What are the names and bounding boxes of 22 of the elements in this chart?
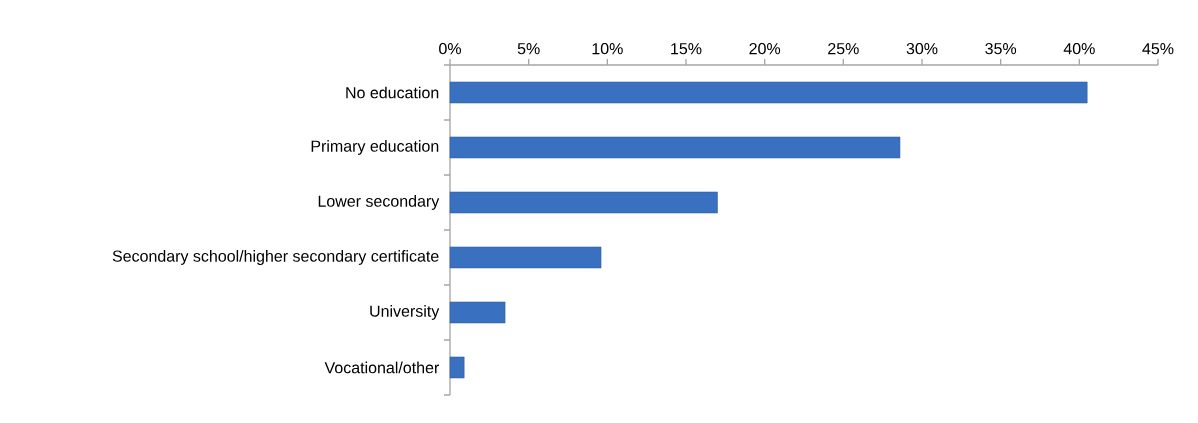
x-tick-label: 30% (906, 42, 938, 55)
x-tick-label: 20% (749, 42, 781, 55)
bar (449, 81, 1088, 104)
x-tick-label: 15% (671, 43, 702, 55)
bar (449, 356, 465, 379)
bar (449, 136, 901, 159)
x-tick-label: 35% (985, 42, 1017, 55)
x-tick-label: 10% (592, 42, 623, 55)
x-tick-label: 45% (1142, 43, 1174, 55)
y-tick-label: Primary education (311, 140, 439, 155)
x-tick-label: 25% (828, 42, 859, 55)
x-tick-label: 5% (517, 43, 540, 55)
x-tick-label: 40% (1063, 42, 1095, 55)
y-tick-label: University (370, 305, 440, 320)
bar (449, 246, 602, 269)
y-tick-label: Vocational/other (324, 361, 440, 374)
bar (449, 191, 718, 214)
y-tick-label: Lower secondary (318, 195, 440, 210)
bar (449, 301, 506, 324)
y-tick-label: Secondary school/higher secondary certificate (112, 250, 439, 265)
x-tick-label: 0% (439, 42, 461, 55)
y-tick-label: No education (346, 86, 439, 99)
